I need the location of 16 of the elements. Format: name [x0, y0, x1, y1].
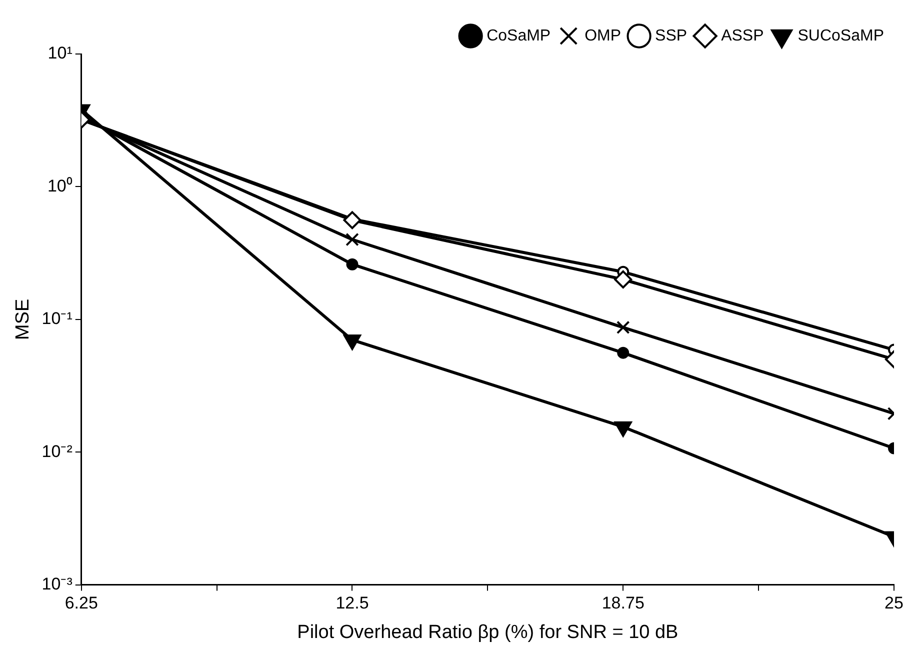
y-tick-label: 10⁰	[47, 176, 72, 196]
y-tick-label: 10⁻²	[42, 442, 73, 461]
legend-label: OMP	[584, 27, 622, 44]
y-tick-label: 10¹	[48, 44, 73, 63]
legend-label: SUCoSaMP	[798, 27, 884, 44]
x-tick-label: 18.75	[602, 594, 644, 613]
y-tick-label: 10⁻³	[42, 574, 73, 594]
legend-label: SSP	[655, 27, 688, 44]
y-tick-label: 10⁻¹	[42, 309, 73, 328]
x-tick-label: 6.25	[64, 594, 98, 613]
y-axis-title: MSE	[12, 298, 34, 340]
legend-label: ASSP	[721, 27, 764, 44]
legend-label: CoSaMP	[486, 27, 551, 44]
x-tick-label: 12.5	[336, 594, 369, 613]
x-tick-label: 25	[884, 594, 904, 613]
x-axis-title: Pilot Overhead Ratio βp (%) for SNR = 10 dB	[297, 622, 678, 643]
